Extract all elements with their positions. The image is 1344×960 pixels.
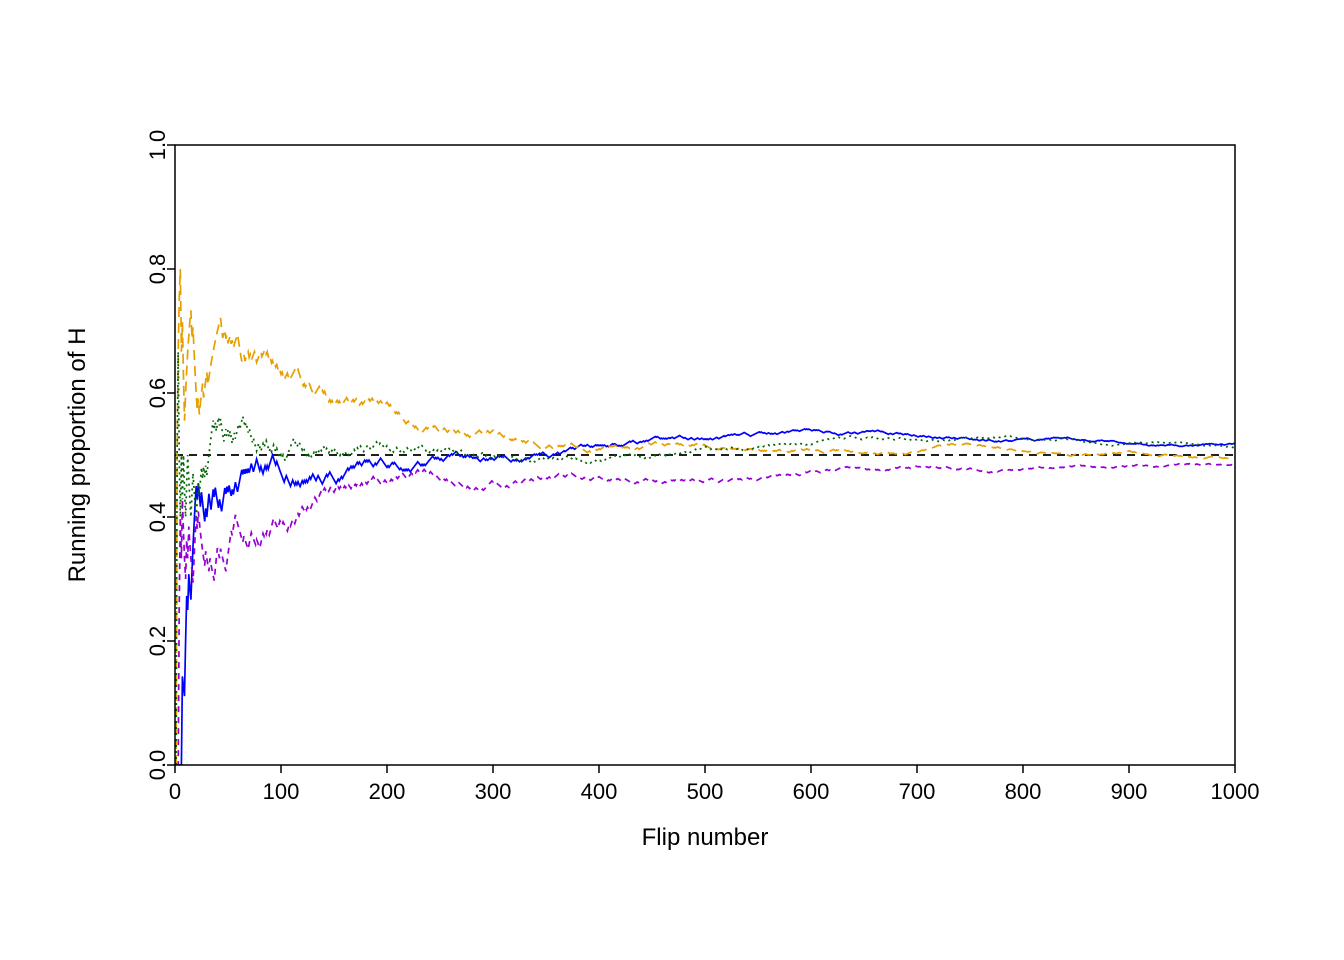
x-tick-label: 600 (793, 779, 830, 804)
y-tick-label: 0.0 (145, 750, 170, 781)
x-tick-label: 0 (169, 779, 181, 804)
y-tick-label: 0.8 (145, 254, 170, 285)
y-tick-label: 0.2 (145, 626, 170, 657)
x-tick-label: 300 (475, 779, 512, 804)
x-tick-label: 800 (1005, 779, 1042, 804)
x-tick-label: 700 (899, 779, 936, 804)
x-axis-label: Flip number (642, 824, 769, 851)
y-tick-label: 0.4 (145, 502, 170, 533)
x-tick-label: 900 (1111, 779, 1148, 804)
x-tick-label: 500 (687, 779, 724, 804)
x-tick-label: 400 (581, 779, 618, 804)
y-tick-label: 1.0 (145, 130, 170, 161)
x-tick-label: 1000 (1211, 779, 1260, 804)
chart-container: 0 100 200 300 400 500 600 700 800 900 1000 0.0 0.2 0.… (0, 0, 1344, 960)
x-tick-label: 100 (263, 779, 300, 804)
y-axis-label: Running proportion of H (64, 328, 91, 583)
y-tick-label: 0.6 (145, 378, 170, 409)
chart-svg: 0 100 200 300 400 500 600 700 800 900 1000 0.0 0.2 0.… (0, 0, 1344, 960)
x-tick-label: 200 (369, 779, 406, 804)
